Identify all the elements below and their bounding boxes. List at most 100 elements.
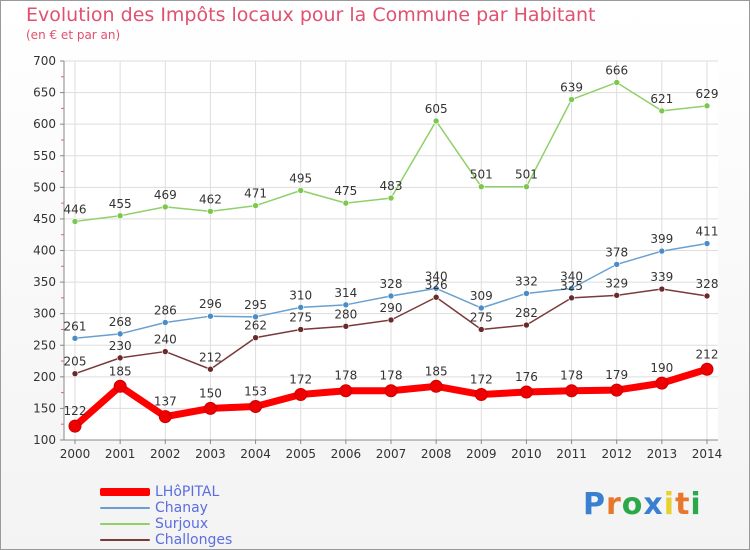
x-tick-label: 2005 xyxy=(285,447,316,461)
data-label-lhpital: 172 xyxy=(289,373,312,387)
data-label-challonges: 326 xyxy=(425,278,448,292)
data-label-chanay: 328 xyxy=(380,277,403,291)
data-label-surjoux: 483 xyxy=(380,179,403,193)
data-label-challonges: 205 xyxy=(64,355,87,369)
data-point-chanay xyxy=(207,312,214,320)
data-point-surjoux xyxy=(342,199,350,207)
data-point-challonges xyxy=(297,326,305,333)
data-point-lhpital xyxy=(249,400,263,414)
data-point-lhpital xyxy=(113,379,127,393)
data-point-lhpital xyxy=(519,385,533,399)
data-point-chanay xyxy=(432,285,440,292)
y-tick-label: 550 xyxy=(33,149,56,163)
data-label-challonges: 290 xyxy=(380,301,403,315)
legend-swatch-chanay xyxy=(100,507,150,509)
data-point-chanay xyxy=(613,261,621,268)
data-label-chanay: 286 xyxy=(154,304,177,318)
data-point-lhpital xyxy=(429,379,443,393)
y-tick-label: 250 xyxy=(33,338,56,352)
data-point-surjoux xyxy=(658,107,666,115)
y-tick-label: 500 xyxy=(33,180,56,194)
data-label-chanay: 310 xyxy=(289,288,312,302)
data-label-lhpital: 178 xyxy=(334,369,357,383)
legend-item-chanay: Chanay xyxy=(100,500,232,516)
data-label-challonges: 329 xyxy=(605,276,628,290)
data-label-surjoux: 446 xyxy=(64,202,87,216)
x-tick-label: 2006 xyxy=(331,447,362,461)
data-label-lhpital: 212 xyxy=(696,347,719,361)
data-label-challonges: 240 xyxy=(154,333,177,347)
data-label-lhpital: 150 xyxy=(199,386,222,400)
data-point-surjoux xyxy=(568,96,575,103)
data-label-challonges: 212 xyxy=(199,350,222,364)
data-point-chanay xyxy=(523,290,530,297)
legend-label-surjoux: Surjoux xyxy=(155,516,209,532)
data-point-surjoux xyxy=(432,117,440,125)
logo-letter: t xyxy=(675,487,691,522)
x-tick-label: 2000 xyxy=(60,447,91,461)
data-label-challonges: 280 xyxy=(334,307,357,321)
data-label-surjoux: 475 xyxy=(334,184,357,198)
data-point-chanay xyxy=(387,292,395,300)
data-point-surjoux xyxy=(523,183,530,191)
data-label-chanay: 295 xyxy=(244,298,267,312)
logo-letter: x xyxy=(643,487,664,522)
data-point-lhpital xyxy=(474,388,488,402)
data-point-lhpital xyxy=(68,419,82,433)
data-label-chanay: 314 xyxy=(334,286,357,300)
data-label-lhpital: 137 xyxy=(154,395,177,409)
x-tick-label: 2013 xyxy=(647,447,678,461)
y-tick-label: 200 xyxy=(33,370,56,384)
data-point-surjoux xyxy=(252,202,259,209)
legend-swatch-surjoux xyxy=(100,523,150,525)
y-tick-label: 600 xyxy=(33,117,56,131)
data-label-surjoux: 471 xyxy=(244,187,267,201)
data-point-chanay xyxy=(252,313,259,321)
y-tick-label: 450 xyxy=(33,212,56,226)
data-label-surjoux: 666 xyxy=(605,63,628,77)
chart-legend: LHôPITAL Chanay Surjoux Challonges xyxy=(100,484,232,548)
data-label-lhpital: 185 xyxy=(109,364,132,378)
y-tick-label: 100 xyxy=(33,433,56,447)
data-point-challonges xyxy=(252,334,259,341)
data-point-lhpital xyxy=(203,401,217,415)
data-label-surjoux: 629 xyxy=(696,87,719,101)
data-label-challonges: 328 xyxy=(696,277,719,291)
legend-item-lhopital: LHôPITAL xyxy=(100,484,232,500)
data-point-surjoux xyxy=(613,79,621,86)
data-point-lhpital xyxy=(339,384,353,398)
data-point-lhpital xyxy=(565,384,579,398)
data-label-challonges: 325 xyxy=(560,279,583,293)
data-point-challonges xyxy=(116,354,124,362)
data-label-chanay: 399 xyxy=(650,232,673,246)
data-point-challonges xyxy=(568,294,575,302)
legend-label-chanay: Chanay xyxy=(155,500,208,516)
data-label-surjoux: 605 xyxy=(425,102,448,116)
data-point-lhpital xyxy=(158,410,172,424)
data-point-challonges xyxy=(342,322,350,330)
data-label-chanay: 268 xyxy=(109,315,132,329)
logo-letter: r xyxy=(606,487,622,522)
data-point-surjoux xyxy=(116,212,124,220)
data-point-surjoux xyxy=(477,183,485,191)
data-label-challonges: 230 xyxy=(109,339,132,353)
y-tick-label: 650 xyxy=(33,86,56,100)
chart-title: Evolution des Impôts locaux pour la Comm… xyxy=(26,4,596,26)
data-label-surjoux: 639 xyxy=(560,81,583,95)
data-point-chanay xyxy=(342,301,350,309)
data-point-surjoux xyxy=(207,208,214,215)
y-tick-label: 350 xyxy=(33,275,56,289)
x-tick-label: 2010 xyxy=(511,447,542,461)
data-label-lhpital: 185 xyxy=(425,364,448,378)
data-label-lhpital: 153 xyxy=(244,385,267,399)
data-label-lhpital: 190 xyxy=(650,361,673,375)
logo-letter: i xyxy=(690,487,702,522)
data-point-surjoux xyxy=(71,218,79,225)
data-label-challonges: 275 xyxy=(470,310,493,324)
legend-label-lhopital: LHôPITAL xyxy=(155,484,220,500)
x-tick-label: 2014 xyxy=(692,447,723,461)
data-label-lhpital: 178 xyxy=(380,369,403,383)
data-label-surjoux: 462 xyxy=(199,192,222,206)
data-point-lhpital xyxy=(700,362,714,376)
data-point-challonges xyxy=(207,365,214,373)
